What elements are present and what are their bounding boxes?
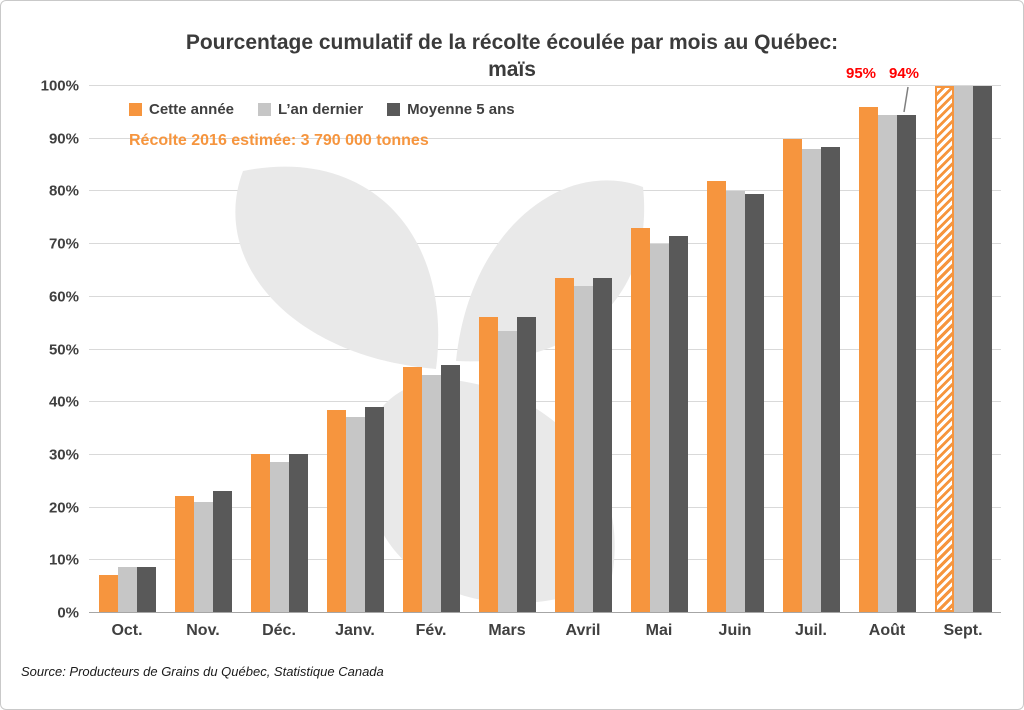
x-tick-label: Mai (645, 622, 673, 639)
bar-L-an-dernier-Janv (345, 417, 365, 612)
x-tick-label: Avril (565, 622, 601, 639)
chart-title-line1: Pourcentage cumulatif de la récolte écou… (185, 31, 839, 54)
bar-Cette-ann-e-Mai (630, 228, 650, 612)
bar-L-an-dernier-Sept (953, 86, 973, 612)
bar-Moyenne-5-ans-Dc (288, 454, 308, 612)
x-tick-label: Déc. (262, 622, 296, 639)
bar-group-Fv (393, 86, 469, 612)
bar-L-an-dernier-Fv (421, 375, 441, 612)
chart-title-line2: maïs (488, 58, 536, 81)
y-tick-label: 50% (48, 341, 79, 358)
bar-L-an-dernier-Mai (649, 243, 669, 612)
bar-Cette-ann-e-Juil (782, 138, 802, 612)
bar-Moyenne-5-ans-Mai (668, 235, 688, 612)
y-tick-label: 100% (40, 77, 79, 95)
y-tick-label: 90% (48, 130, 79, 148)
bar-group-Avril (545, 86, 621, 612)
bar-Moyenne-5-ans-Janv (364, 406, 384, 612)
gridline-90 (89, 137, 1001, 139)
y-tick-label: 20% (48, 499, 79, 517)
annotation-label: 95% (845, 65, 877, 82)
plot-area (89, 86, 1001, 613)
y-tick-label: 30% (48, 446, 79, 464)
y-tick-label: 0% (57, 604, 79, 622)
bar-group-Mai (621, 86, 697, 612)
bar-group-Dc (241, 86, 317, 612)
bar-Moyenne-5-ans-Fv (440, 364, 460, 612)
legend: Cette année L’an dernier Moyenne 5 ans (129, 101, 515, 118)
y-tick-label: 10% (48, 551, 79, 569)
x-tick-label: Nov. (186, 622, 220, 639)
legend-label: L’an dernier (278, 101, 364, 118)
x-axis: Oct. Nov. Déc. Janv. Fév. Mars Avril Mai Juin Jui… (89, 622, 1001, 640)
bar-L-an-dernier-Juin (725, 191, 745, 612)
y-tick-label: 60% (48, 288, 79, 306)
bar-Cette-ann-e-Mars (478, 317, 498, 612)
bar-Moyenne-5-ans-Avril (592, 278, 612, 612)
bar-L-an-dernier-Juil (801, 149, 821, 612)
gridline-40 (89, 401, 1001, 403)
bar-Moyenne-5-ans-Aot (896, 114, 916, 612)
gridline-100 (89, 85, 1001, 86)
legend-swatch (258, 103, 272, 116)
x-tick-label: Août (868, 622, 906, 639)
bar-L-an-dernier-Nov (193, 501, 213, 612)
legend-swatch (387, 103, 401, 116)
y-tick-label: 40% (48, 393, 79, 411)
legend-item: L’an dernier (258, 101, 363, 118)
x-tick-label: Juin (718, 622, 752, 639)
bar-Cette-ann-e-Janv (326, 409, 346, 612)
bar-Cette-ann-e-Aot (858, 107, 878, 612)
bar-L-an-dernier-Oct (117, 567, 137, 612)
bar-Moyenne-5-ans-Juin (744, 193, 764, 612)
bar-Cette-ann-e-Fv (402, 367, 422, 612)
gridline-80 (89, 190, 1001, 192)
annotation-label: 94% (888, 65, 920, 82)
bar-group-Nov (165, 86, 241, 612)
bar-group-Juil (773, 86, 849, 612)
x-tick-label: Oct. (111, 622, 143, 639)
x-tick-label: Mars (488, 622, 526, 639)
x-tick-label: Fév. (415, 622, 447, 639)
bar-L-an-dernier-Aot (877, 114, 897, 612)
bar-Cette-ann-e-Avril (554, 278, 574, 612)
x-tick-label: Janv. (335, 622, 375, 639)
bar-group-Mars (469, 86, 545, 612)
bar-L-an-dernier-Dc (269, 462, 289, 612)
bar-Moyenne-5-ans-Juil (820, 146, 840, 612)
y-tick-label: 70% (48, 235, 79, 253)
y-tick-label: 80% (48, 182, 79, 200)
bar-L-an-dernier-Mars (497, 330, 517, 612)
bar-Cette-ann-e-Sept (934, 86, 954, 612)
bar-Moyenne-5-ans-Sept (972, 86, 992, 612)
x-tick-label: Juil. (794, 622, 827, 639)
bar-Cette-ann-e-Nov (174, 496, 194, 612)
legend-swatch (129, 103, 142, 116)
source-note: Source: Producteurs de Grains du Québec,… (21, 664, 384, 679)
legend-item: Moyenne 5 ans (387, 101, 515, 118)
chart-title: Pourcentage cumulatif de la récolte écou… (1, 29, 1023, 83)
bar-L-an-dernier-Avril (573, 285, 593, 612)
x-tick-label: Sept. (943, 622, 983, 639)
bar-Moyenne-5-ans-Oct (136, 567, 156, 612)
estimate-note: Récolte 2016 estimée: 3 790 000 tonnes (129, 132, 429, 149)
legend-label: Moyenne 5 ans (407, 101, 515, 118)
bar-Moyenne-5-ans-Nov (212, 491, 232, 612)
legend-label: Cette année (149, 101, 235, 118)
watermark-petal-left (235, 166, 439, 369)
bar-Cette-ann-e-Juin (706, 180, 726, 612)
bar-Moyenne-5-ans-Mars (516, 317, 536, 612)
legend-item: Cette année (129, 101, 234, 118)
bar-group-Aot (849, 86, 925, 612)
bar-group-Janv (317, 86, 393, 612)
bar-group-Sept (925, 86, 1001, 612)
y-axis: 0% 10% 20% 30% 40% 50% 60% 70% 80% 90% 100% (1, 78, 79, 622)
bar-Cette-ann-e-Dc (250, 454, 270, 612)
bar-group-Oct (89, 86, 165, 612)
bar-Cette-ann-e-Oct (98, 575, 118, 612)
bar-group-Juin (697, 86, 773, 612)
